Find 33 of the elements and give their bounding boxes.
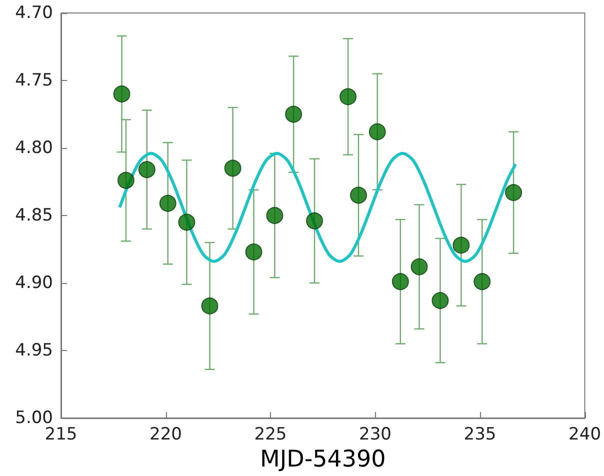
x-tick-label: 225 <box>254 424 287 444</box>
point <box>392 273 409 290</box>
x-tick-label: 240 <box>568 424 602 444</box>
x-axis-title: MJD-54390 <box>260 446 386 472</box>
point <box>474 273 491 290</box>
point <box>285 106 302 123</box>
y-tick-label: 4.95 <box>15 340 53 360</box>
point <box>452 236 470 254</box>
point <box>505 184 522 202</box>
x-tick-label: 230 <box>359 424 392 444</box>
x-tick-label: 220 <box>150 424 182 444</box>
point <box>113 86 130 102</box>
point <box>117 172 134 189</box>
point <box>138 161 156 178</box>
point <box>245 243 262 260</box>
y-tick-label: 4.70 <box>15 3 53 23</box>
point <box>350 186 368 204</box>
point <box>306 212 324 230</box>
line-series <box>118 152 518 263</box>
x-tick-label: 235 <box>464 424 496 444</box>
point <box>159 194 176 212</box>
point <box>201 297 218 314</box>
point <box>178 214 196 231</box>
point <box>224 160 242 177</box>
point <box>266 207 284 224</box>
point <box>368 123 386 140</box>
y-tick-label: 4.90 <box>15 273 53 293</box>
point <box>340 88 357 106</box>
y-tick-label: 4.80 <box>15 138 53 158</box>
y-tick-label: 4.75 <box>15 70 53 90</box>
y-tick-label: 4.85 <box>15 206 53 226</box>
point <box>432 292 449 310</box>
point <box>410 258 428 276</box>
